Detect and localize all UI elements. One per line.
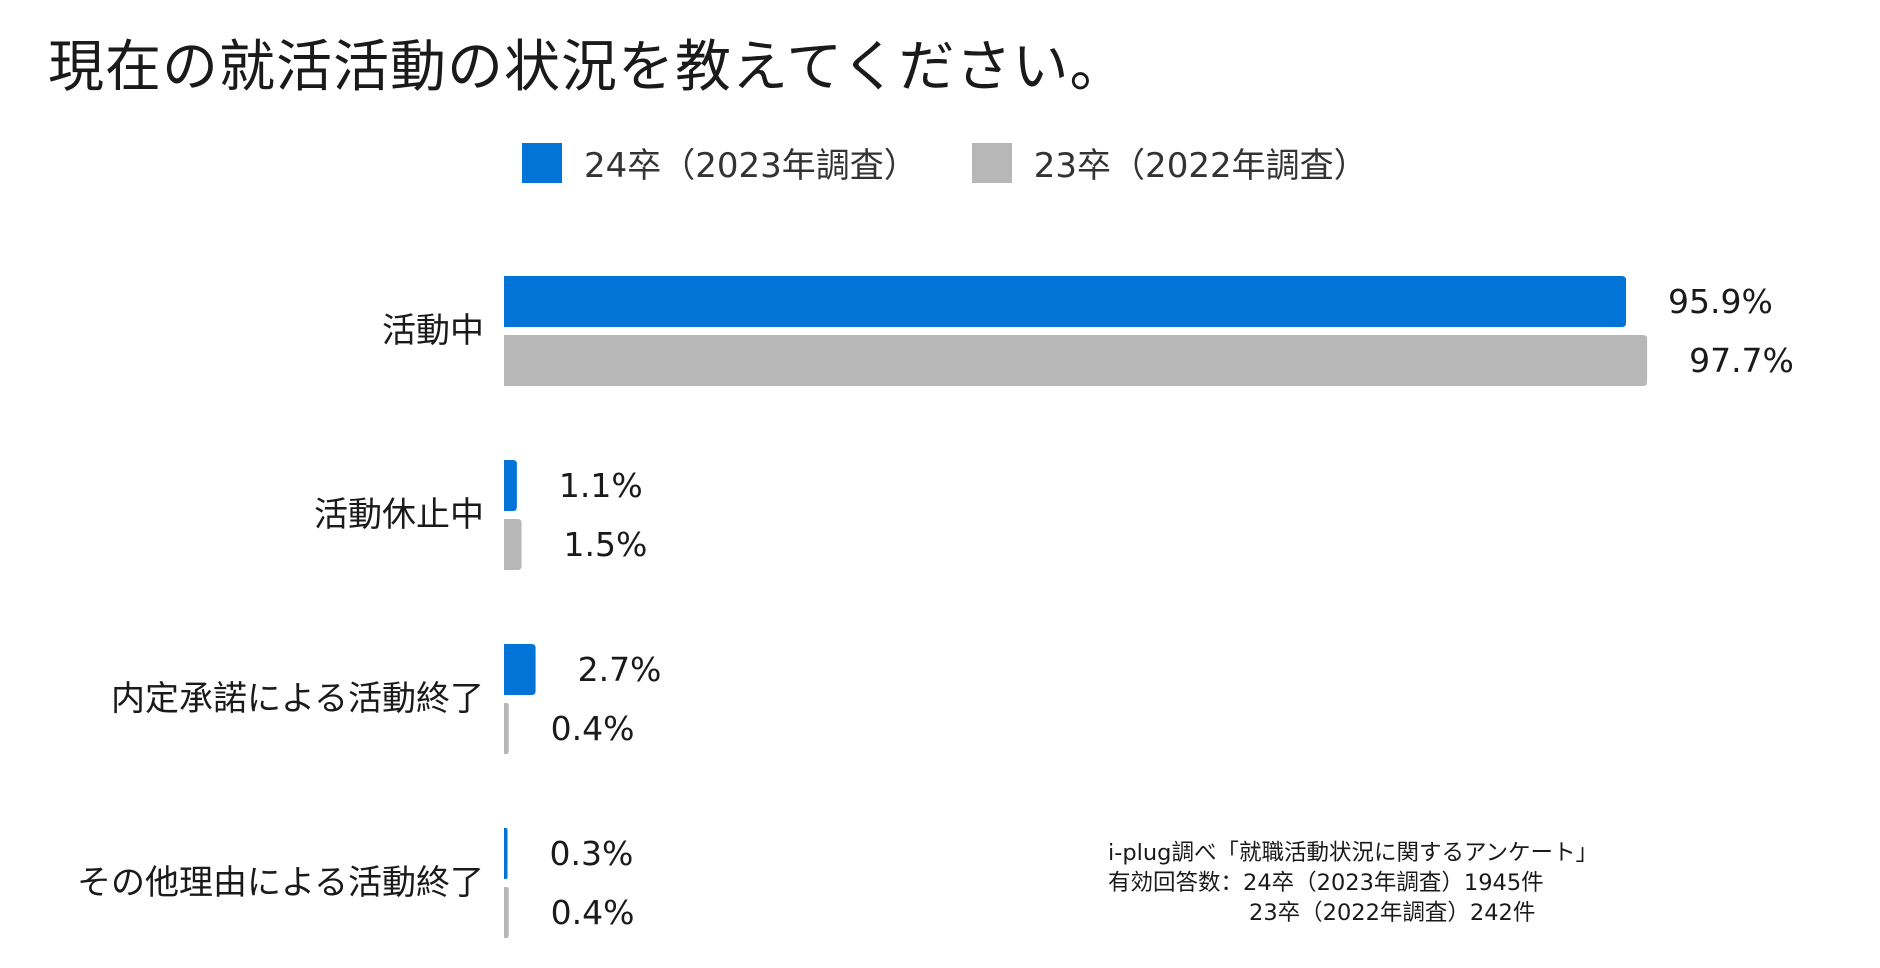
data-label: 95.9%: [1668, 282, 1773, 321]
legend-label-24: 24卒（2023年調査）: [584, 146, 918, 186]
bar-24: [504, 828, 508, 879]
legend-item-24: 24卒（2023年調査）: [522, 138, 918, 187]
footnote-count-24: 有効回答数：24卒（2023年調査）1945件: [1108, 870, 1544, 896]
bar-24: [504, 276, 1627, 327]
category-label: 内定承諾による活動終了: [111, 679, 484, 719]
legend-label-23: 23卒（2022年調査）: [1033, 146, 1368, 186]
data-label: 0.4%: [551, 893, 635, 932]
legend: 24卒（2023年調査） 23卒（2022年調査）: [522, 138, 1368, 187]
bar-23: [504, 887, 509, 938]
data-label: 1.1%: [559, 466, 643, 505]
footnote-source: i-plug調べ「就職活動状況に関するアンケート」: [1108, 840, 1599, 866]
legend-swatch-23: [971, 142, 1012, 183]
data-label: 97.7%: [1689, 341, 1794, 380]
category-label: 活動中: [382, 311, 484, 351]
category-label: その他理由による活動終了: [77, 863, 484, 903]
source-footnote: i-plug調べ「就職活動状況に関するアンケート」 有効回答数：24卒（2023…: [1108, 838, 1598, 928]
bar-24: [504, 460, 517, 511]
bar-23: [504, 703, 509, 754]
bar-23: [504, 335, 1648, 386]
chart-title: 現在の就活活動の状況を教えてください。: [48, 35, 1127, 100]
data-label: 2.7%: [578, 650, 662, 689]
category-label: 活動休止中: [314, 495, 484, 535]
data-label: 0.4%: [551, 709, 635, 748]
bar-24: [504, 644, 536, 695]
legend-item-23: 23卒（2022年調査）: [971, 138, 1368, 187]
footnote-count-23: 23卒（2022年調査）242件: [1249, 900, 1536, 926]
data-label: 1.5%: [564, 525, 648, 564]
legend-swatch-24: [522, 142, 562, 183]
data-label: 0.3%: [550, 834, 634, 873]
bar-23: [504, 519, 522, 570]
